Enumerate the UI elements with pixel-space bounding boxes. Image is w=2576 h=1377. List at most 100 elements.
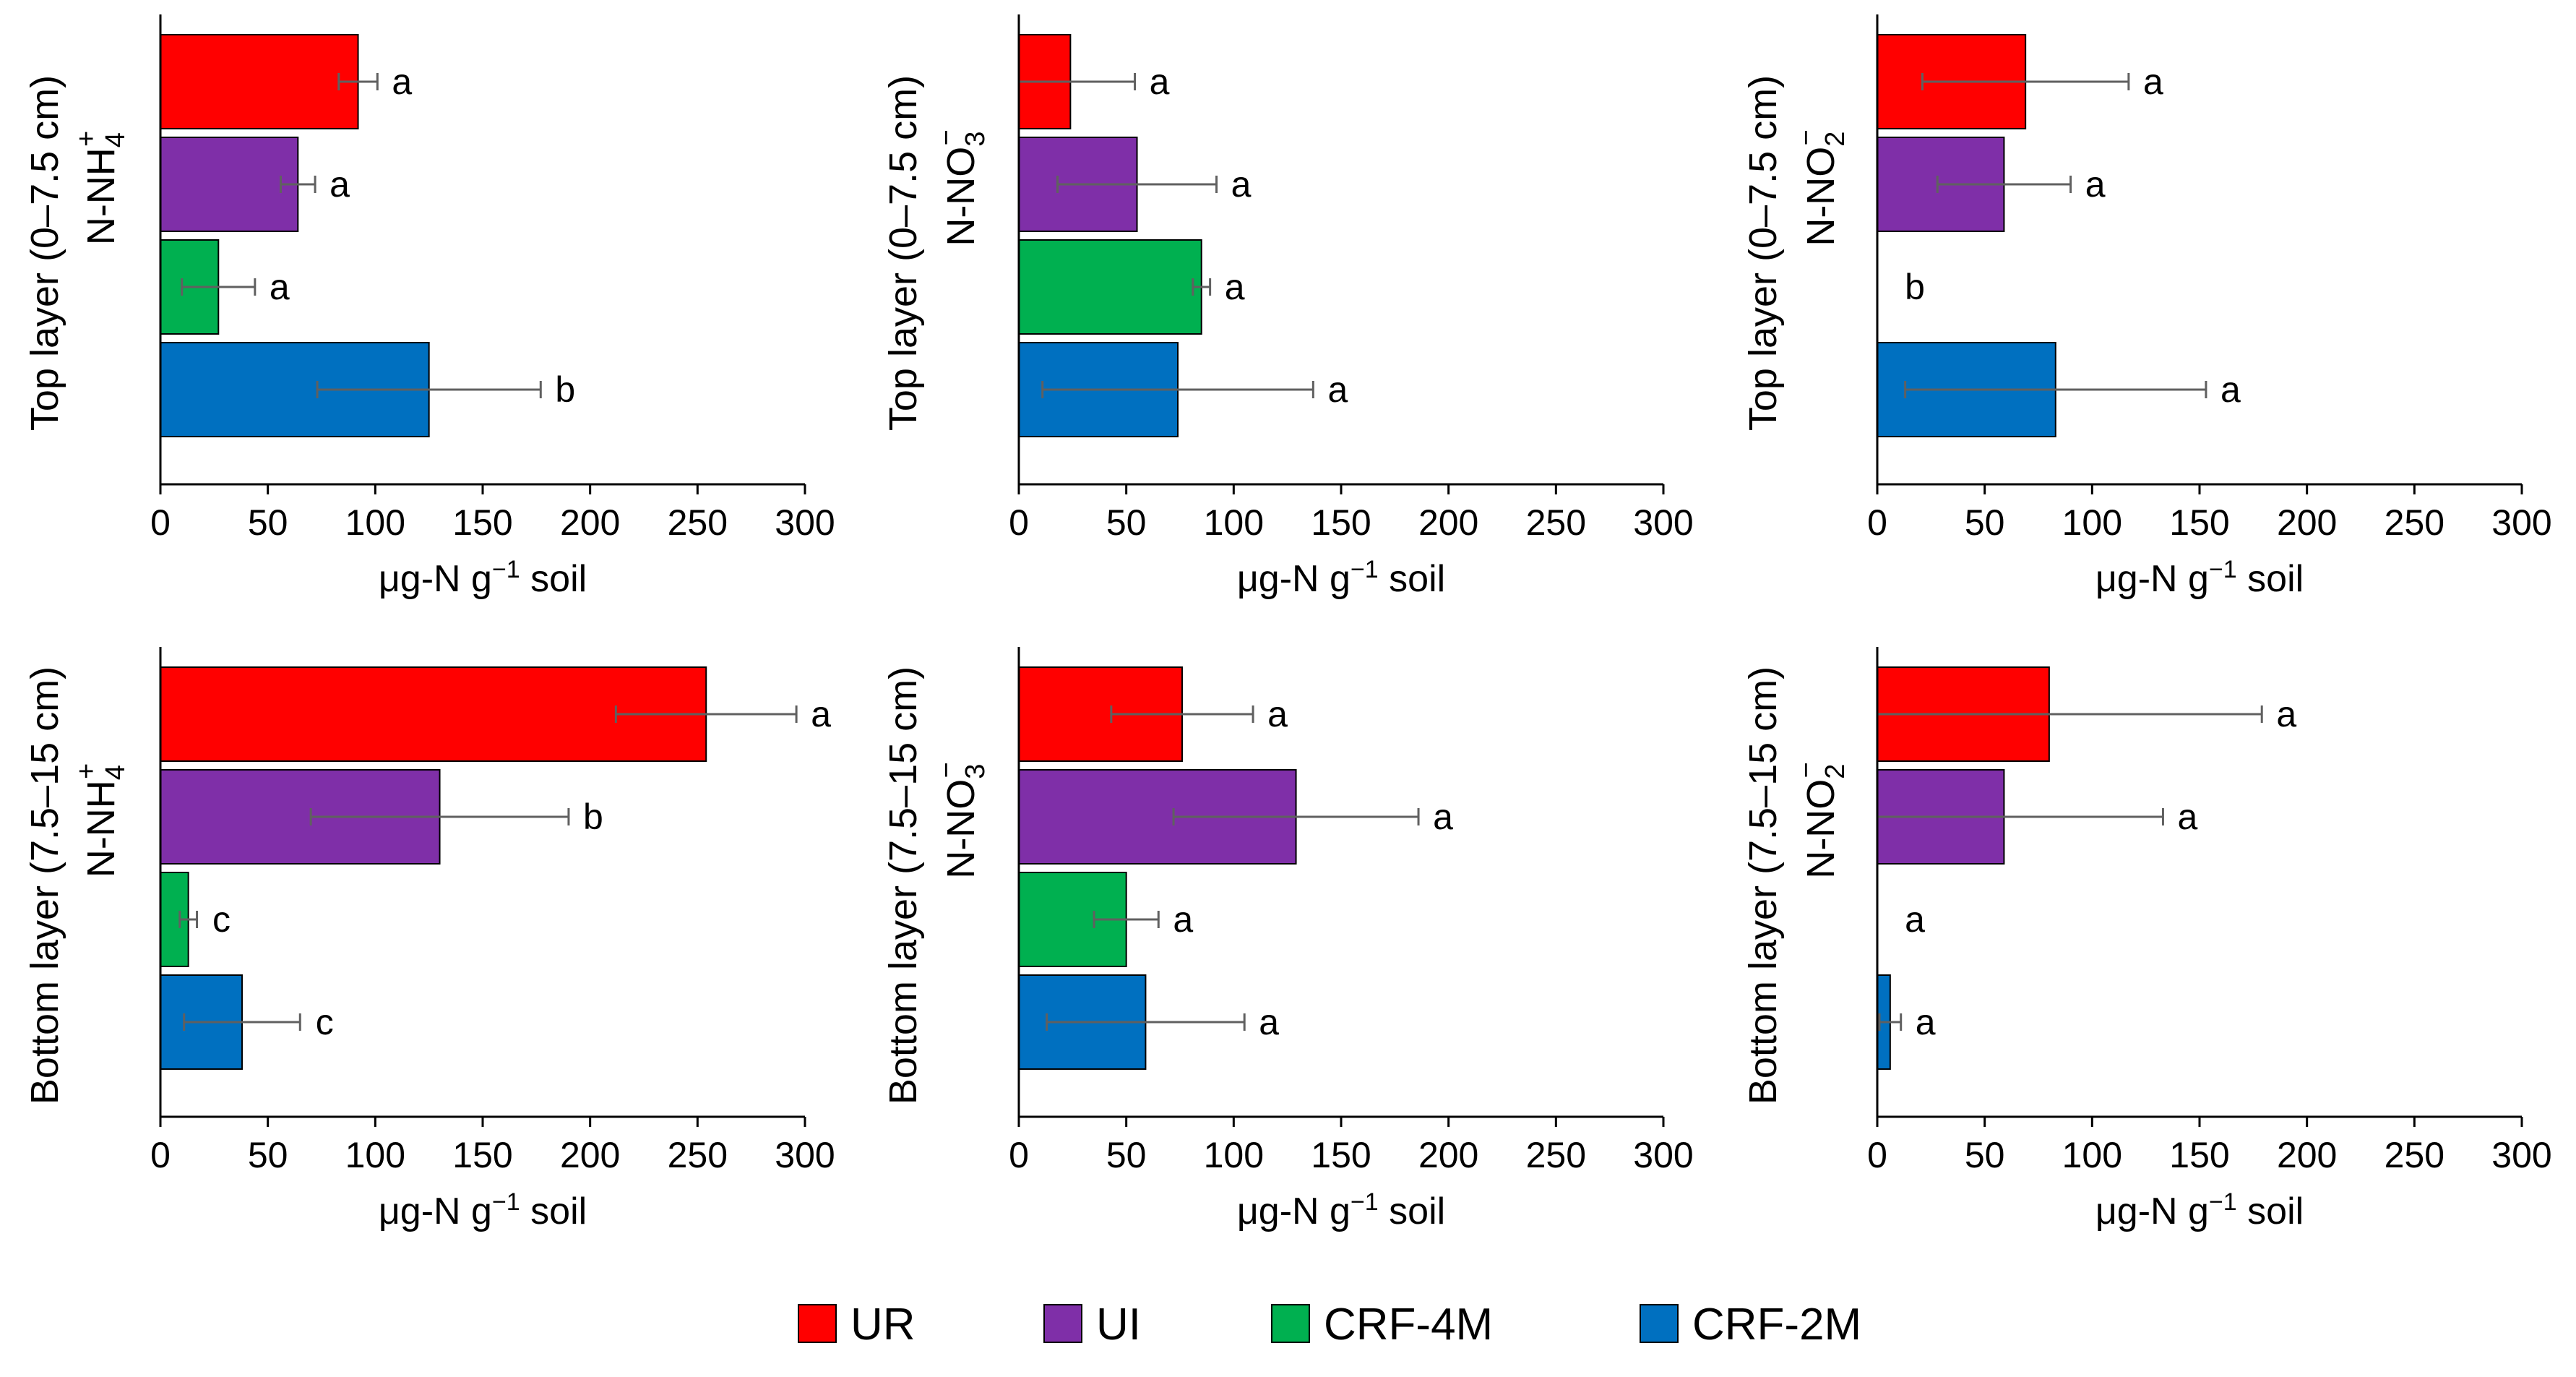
- significance-letter: a: [392, 61, 412, 102]
- x-axis-title-main: μg-N g: [2095, 558, 2209, 600]
- legend-label: CRF-2M: [1692, 1300, 1861, 1350]
- x-tick-label: 50: [248, 1135, 288, 1175]
- species-superscript: −: [1791, 762, 1822, 778]
- x-tick-label: 300: [2491, 1135, 2551, 1175]
- y-axis-title-species: N-NO3−: [931, 129, 991, 246]
- x-tick-label: 0: [1867, 1135, 1887, 1175]
- significance-letter: a: [2220, 369, 2241, 410]
- x-axis-title-sup: −1: [492, 556, 520, 583]
- x-tick-label: 200: [2277, 1135, 2337, 1175]
- x-tick-label: 200: [1418, 502, 1478, 543]
- error-bar-ui: [309, 808, 570, 825]
- error-bar-crf-4m: [1192, 278, 1212, 296]
- x-axis-title: μg-N g−1 soil: [379, 1188, 587, 1232]
- legend-swatch: [1640, 1304, 1679, 1343]
- legend-swatch: [798, 1304, 837, 1343]
- species-subscript: 2: [1820, 132, 1851, 147]
- species-main: N-NO: [1799, 147, 1843, 246]
- y-axis-title-layer: Top layer (0–7.5 cm): [882, 75, 925, 431]
- significance-letter: a: [270, 267, 290, 307]
- x-tick-label: 200: [2277, 502, 2337, 543]
- bar-ui: [160, 137, 299, 232]
- y-axis-title-layer: Top layer (0–7.5 cm): [23, 75, 66, 431]
- panel-5: a a a a 0 50 100 150 200 250 300 μg-N g−1 soil Botto…: [882, 647, 1694, 1232]
- significance-letter: b: [583, 797, 603, 837]
- x-axis-title-main: μg-N g: [1237, 1191, 1351, 1232]
- legend-label: UR: [850, 1300, 916, 1350]
- y-axis-title-species: N-NO2−: [1791, 762, 1851, 878]
- x-tick-label: 250: [2385, 1135, 2444, 1175]
- significance-letter: a: [1327, 369, 1348, 410]
- species-main: N-NO: [939, 779, 983, 879]
- x-axis-title-main: μg-N g: [379, 558, 492, 600]
- x-tick-label: 300: [775, 1135, 835, 1175]
- x-tick-label: 250: [1526, 1135, 1586, 1175]
- x-tick-label: 200: [560, 1135, 620, 1175]
- y-axis-title-species: N-NH4+: [72, 763, 131, 878]
- species-superscript: −: [1791, 129, 1822, 145]
- error-bar-crf-2m: [1904, 381, 2207, 398]
- x-tick-label: 0: [1009, 1135, 1029, 1175]
- error-bar-ur: [614, 705, 798, 723]
- error-bar-crf-4m: [1093, 911, 1160, 928]
- x-axis-title-tail: soil: [2237, 558, 2304, 600]
- significance-letter: a: [2178, 797, 2198, 837]
- y-axis-title-species: N-NO2−: [1791, 129, 1851, 246]
- error-bar-ui: [280, 176, 316, 193]
- x-tick-label: 0: [1867, 502, 1887, 543]
- species-subscript: 4: [100, 132, 131, 147]
- significance-letter: a: [2143, 61, 2163, 102]
- x-tick-label: 100: [2062, 502, 2122, 543]
- x-axis-title: μg-N g−1 soil: [1237, 556, 1445, 600]
- x-tick-label: 50: [1106, 502, 1147, 543]
- bar-ur: [160, 34, 359, 129]
- y-axis-title-layer: Bottom layer (7.5–15 cm): [1741, 666, 1785, 1104]
- x-axis-title-tail: soil: [520, 558, 587, 600]
- significance-letter: a: [2085, 164, 2106, 205]
- significance-letter: a: [1433, 797, 1453, 837]
- x-tick-label: 150: [1311, 1135, 1371, 1175]
- x-axis-title-tail: soil: [2237, 1191, 2304, 1232]
- error-bar-crf-2m: [1046, 1013, 1246, 1031]
- significance-letter: b: [555, 369, 575, 410]
- significance-letter: a: [811, 694, 831, 734]
- x-axis-title-sup: −1: [2209, 1188, 2237, 1216]
- significance-letter: a: [1916, 1002, 1936, 1042]
- species-main: N-NH: [79, 147, 123, 245]
- x-tick-label: 300: [775, 502, 835, 543]
- x-tick-label: 150: [2169, 502, 2229, 543]
- significance-letter: a: [1259, 1002, 1279, 1042]
- x-tick-label: 100: [2062, 1135, 2122, 1175]
- x-tick-label: 200: [1418, 1135, 1478, 1175]
- x-axis-title-sup: −1: [2209, 556, 2237, 583]
- significance-letter: a: [1905, 899, 1925, 940]
- x-tick-label: 50: [1965, 1135, 2005, 1175]
- species-superscript: +: [72, 131, 102, 147]
- x-tick-label: 100: [1204, 502, 1264, 543]
- x-tick-label: 300: [1633, 502, 1693, 543]
- x-tick-label: 100: [345, 1135, 405, 1175]
- x-tick-label: 150: [1311, 502, 1371, 543]
- error-bar-ur: [1110, 705, 1254, 723]
- error-bar-crf-2m: [1878, 1013, 1903, 1031]
- panel-4: a b c c 0 50 100 150 200 250 300 μg-N g−1 soil Botto…: [23, 647, 835, 1232]
- species-superscript: −: [931, 762, 962, 778]
- error-bar-ur: [337, 73, 379, 90]
- significance-letter: a: [1150, 61, 1170, 102]
- x-axis-title: μg-N g−1 soil: [2095, 556, 2304, 600]
- error-bar-crf-4m: [181, 278, 257, 296]
- bar-crf-4m: [1018, 239, 1202, 335]
- error-bar-crf-4m: [178, 911, 199, 928]
- x-tick-label: 150: [452, 502, 512, 543]
- y-axis-title-layer: Bottom layer (7.5–15 cm): [23, 666, 66, 1104]
- error-bar-ui: [1172, 808, 1420, 825]
- legend-swatch: [1271, 1304, 1310, 1343]
- x-tick-label: 50: [248, 502, 288, 543]
- x-tick-label: 50: [1106, 1135, 1147, 1175]
- y-axis-title-layer: Top layer (0–7.5 cm): [1741, 75, 1785, 431]
- x-tick-label: 300: [1633, 1135, 1693, 1175]
- legend: UR UI CRF-4M CRF-2M: [798, 1300, 1861, 1350]
- x-tick-label: 150: [452, 1135, 512, 1175]
- legend-label: CRF-4M: [1324, 1300, 1493, 1350]
